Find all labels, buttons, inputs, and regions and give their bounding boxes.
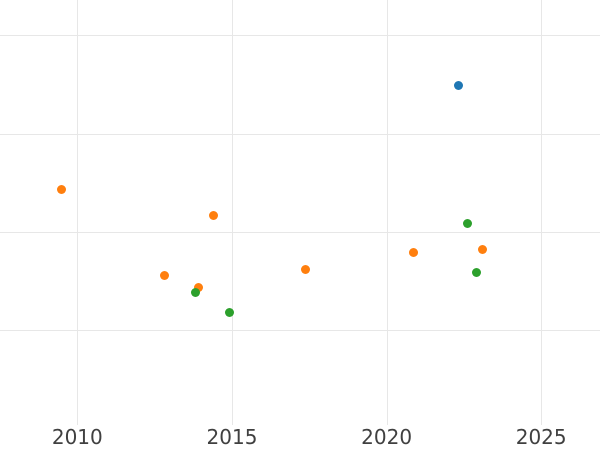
y-gridline xyxy=(0,231,600,233)
y-gridline xyxy=(0,35,600,37)
y-gridline xyxy=(0,133,600,135)
x-gridline-2010 xyxy=(77,0,79,425)
series-orange-point xyxy=(477,245,487,255)
series-orange-point xyxy=(301,264,311,274)
series-orange-point xyxy=(409,248,418,257)
x-gridline-2015 xyxy=(232,0,233,425)
series-orange-point xyxy=(56,185,66,195)
series-blue-point xyxy=(453,81,463,90)
x-gridline-2025 xyxy=(541,0,543,425)
y-gridline xyxy=(0,330,600,332)
x-tick-label-2010: 2010 xyxy=(51,425,103,449)
x-tick-label-2015: 2015 xyxy=(206,425,258,449)
series-green-point xyxy=(462,218,472,228)
series-orange-point xyxy=(193,283,203,293)
x-tick-label-2025: 2025 xyxy=(515,425,567,449)
series-green-point xyxy=(472,267,482,277)
series-orange-point xyxy=(160,270,170,280)
x-tick-label-2020: 2020 xyxy=(361,425,413,449)
series-green-point xyxy=(224,307,234,317)
series-green-point xyxy=(190,288,200,298)
x-gridline-2020 xyxy=(386,0,388,425)
series-orange-point xyxy=(208,210,218,220)
